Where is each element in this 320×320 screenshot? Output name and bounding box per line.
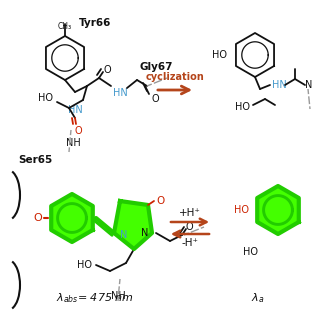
Text: HN: HN (68, 105, 82, 115)
Text: cyclization: cyclization (146, 72, 204, 82)
Polygon shape (51, 194, 93, 242)
Text: -H⁺: -H⁺ (181, 238, 198, 248)
Text: HO: HO (212, 50, 227, 60)
Text: O: O (186, 222, 194, 232)
Polygon shape (257, 186, 299, 234)
Text: O: O (33, 213, 42, 223)
Text: Tyr66: Tyr66 (79, 18, 111, 28)
Text: $\lambda_{abs}$= 475 nm: $\lambda_{abs}$= 475 nm (56, 291, 134, 305)
Polygon shape (114, 201, 152, 249)
Text: HO: HO (235, 102, 250, 112)
Text: HO: HO (243, 247, 258, 257)
Text: N: N (140, 228, 148, 238)
Text: O: O (151, 94, 159, 104)
Text: O: O (103, 65, 111, 75)
Text: HO: HO (77, 260, 92, 270)
Text: Ser65: Ser65 (18, 155, 52, 165)
Text: NH: NH (111, 291, 125, 301)
Text: HO: HO (38, 93, 53, 103)
Text: N: N (305, 80, 312, 90)
Text: O: O (74, 126, 82, 136)
Text: +H⁺: +H⁺ (179, 208, 201, 218)
Text: N: N (120, 230, 127, 240)
Text: HN: HN (272, 80, 287, 90)
Text: HN: HN (113, 88, 128, 98)
Text: NH: NH (66, 138, 80, 148)
Text: $\lambda_{a}$: $\lambda_{a}$ (251, 291, 265, 305)
Text: O: O (156, 196, 164, 206)
Text: HO: HO (234, 205, 249, 215)
Text: Gly67: Gly67 (140, 62, 173, 72)
Text: CH₃: CH₃ (58, 22, 72, 31)
